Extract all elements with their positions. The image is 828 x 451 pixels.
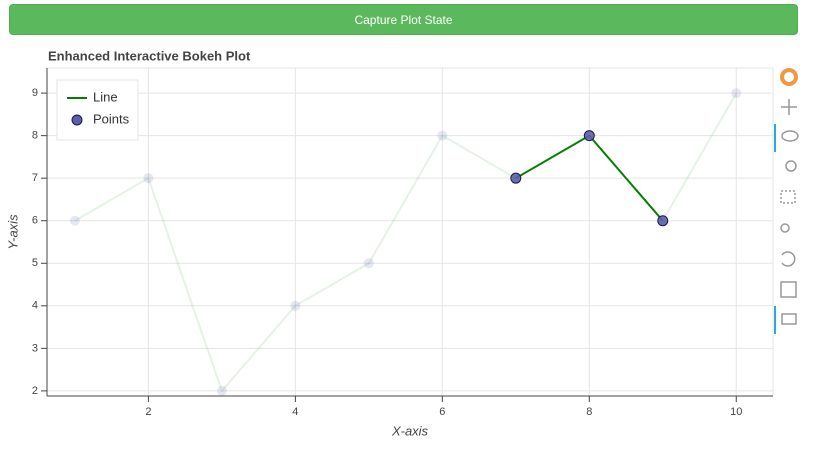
y-tick-label: 3 [32,342,38,354]
active-indicator [774,124,776,152]
reset-tool[interactable] [781,251,796,267]
line-unselected [74,92,738,393]
y-tick-label: 5 [32,257,38,269]
point [290,300,301,311]
point [731,88,742,99]
chart-title: Enhanced Interactive Bokeh Plot [48,48,251,63]
point [216,385,227,396]
y-tick-label: 8 [32,130,38,142]
zoom-tool[interactable] [785,160,797,172]
x-tick-label: 2 [145,406,151,418]
plot-frame [46,67,774,397]
pan-tool[interactable] [781,99,797,115]
legend-label: Points [93,111,130,126]
point [69,215,80,226]
point [437,130,448,141]
y-tick-label: 2 [32,385,38,397]
legend-box [56,79,139,141]
bokeh-logo[interactable] [780,68,798,86]
legend-marker [71,114,83,126]
box-zoom-tool[interactable] [780,190,796,204]
hover-tool[interactable] [781,313,797,325]
legend-label: Line [93,89,118,104]
y-axis-label: Y-axis [5,214,20,250]
y-tick-label: 6 [32,215,38,227]
point [363,258,374,269]
wheel-zoom-tool[interactable] [780,223,790,233]
point [143,173,154,184]
capture-button[interactable]: Capture Plot State [9,4,798,35]
y-tick-label: 4 [32,300,38,312]
x-tick-label: 8 [586,406,592,418]
x-axis-label: X-axis [391,423,429,438]
x-tick-label: 10 [730,406,742,418]
lasso-tool[interactable] [781,130,799,142]
point [657,215,669,227]
x-tick-label: 6 [439,406,445,418]
save-tool[interactable] [780,281,797,298]
toolbar [774,68,799,334]
point [510,172,522,184]
y-tick-label: 9 [32,87,38,99]
point [583,130,595,142]
active-indicator [774,306,776,334]
y-tick-label: 7 [32,172,38,184]
x-tick-label: 4 [292,406,298,418]
